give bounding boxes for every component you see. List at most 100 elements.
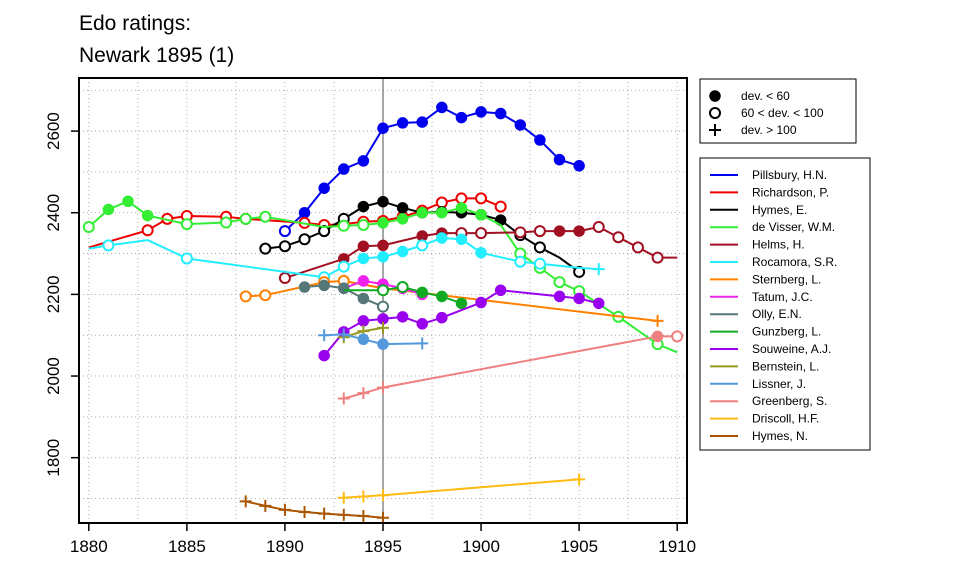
series-souweine-a-j xyxy=(318,284,605,362)
data-point xyxy=(377,321,389,334)
data-point xyxy=(298,505,311,518)
data-point xyxy=(671,330,684,343)
series-layer xyxy=(82,101,684,524)
series-rocamora-s-r xyxy=(88,232,605,284)
data-point xyxy=(357,387,370,400)
data-point xyxy=(573,160,585,172)
data-point xyxy=(239,290,252,303)
data-point xyxy=(475,246,487,259)
data-point xyxy=(377,217,389,229)
data-point xyxy=(357,333,370,346)
series-lissner-j xyxy=(318,328,429,350)
data-point xyxy=(357,240,370,252)
data-point xyxy=(396,281,409,294)
x-tick-label: 1905 xyxy=(560,537,598,556)
data-point xyxy=(436,206,448,219)
data-point xyxy=(436,232,448,244)
legend-label: Greenberg, S. xyxy=(752,394,827,408)
data-point xyxy=(514,255,527,268)
data-point xyxy=(592,263,605,276)
x-tick-label: 1900 xyxy=(462,537,500,556)
data-point xyxy=(475,192,488,205)
data-point xyxy=(631,241,644,254)
legend-label: Olly, E.N. xyxy=(752,307,802,321)
data-point xyxy=(377,489,389,502)
legend-label: Tatum, J.C. xyxy=(752,290,813,304)
data-point xyxy=(377,511,389,524)
data-point xyxy=(416,337,429,350)
data-point xyxy=(318,507,331,520)
marker-legend-label: dev. < 60 xyxy=(741,89,790,103)
data-point xyxy=(377,122,389,134)
series-legend: Pillsbury, H.N. Richardson, P. Hymes, E. de… xyxy=(699,157,871,451)
data-point xyxy=(494,200,507,213)
data-point xyxy=(377,338,389,350)
data-point xyxy=(377,239,389,252)
data-point xyxy=(141,224,154,237)
series-line xyxy=(343,478,580,499)
data-point xyxy=(338,282,350,295)
marker-legend-label: 60 < dev. < 100 xyxy=(741,106,824,120)
data-point xyxy=(318,329,331,342)
data-point xyxy=(377,381,389,394)
data-point xyxy=(357,252,370,265)
data-point xyxy=(357,200,370,213)
legend-label: Pillsbury, H.N. xyxy=(752,168,827,182)
data-point xyxy=(475,209,487,221)
series-line xyxy=(343,335,678,400)
marker-legend-symbol xyxy=(709,124,721,136)
data-point xyxy=(357,315,370,327)
data-point xyxy=(377,195,389,208)
marker-legend-label: dev. > 100 xyxy=(741,123,797,137)
data-point xyxy=(298,233,311,246)
chart-title: Edo ratings: xyxy=(79,12,191,35)
chart-subtitle: Newark 1895 (1) xyxy=(79,44,234,67)
data-point xyxy=(180,252,193,265)
data-point xyxy=(357,510,370,523)
data-point xyxy=(141,209,154,222)
legend-label: Lissner, J. xyxy=(752,377,806,391)
data-point xyxy=(396,117,409,129)
legend-label: Gunzberg, L. xyxy=(752,325,821,339)
data-point xyxy=(475,296,487,309)
marker-legend-symbol xyxy=(709,107,721,119)
data-point xyxy=(377,284,389,297)
marker-legend-box xyxy=(699,78,857,144)
series-helms-h xyxy=(278,221,678,285)
data-point xyxy=(337,392,350,405)
data-point xyxy=(651,314,664,327)
data-point xyxy=(573,292,585,305)
data-point xyxy=(102,239,115,252)
data-point xyxy=(553,153,566,166)
data-point xyxy=(455,192,468,205)
data-point xyxy=(455,111,468,124)
axes: 1880 1885 1890 1895 1900 1905 1910 1800 2000 2200… xyxy=(44,112,696,556)
data-point xyxy=(436,290,448,303)
data-point xyxy=(278,272,291,285)
legend-label: de Visser, W.M. xyxy=(752,220,835,234)
data-point xyxy=(612,231,625,244)
data-point xyxy=(298,206,311,219)
data-point xyxy=(455,233,468,246)
data-point xyxy=(396,245,409,258)
data-point xyxy=(357,292,370,305)
marker-legend-symbol xyxy=(709,90,721,102)
legend-label: Rocamora, S.R. xyxy=(752,255,837,269)
data-point xyxy=(337,491,350,504)
y-tick-label: 2000 xyxy=(44,357,63,395)
data-point xyxy=(337,260,350,273)
data-point xyxy=(337,219,350,232)
data-point xyxy=(396,202,409,214)
legend-label: Sternberg, L. xyxy=(752,272,821,286)
data-point xyxy=(220,216,233,229)
series-olly-e-n xyxy=(298,279,389,313)
data-point xyxy=(651,330,664,343)
data-point xyxy=(298,281,311,293)
data-point xyxy=(436,101,448,114)
data-point xyxy=(239,495,252,508)
data-point xyxy=(475,106,487,118)
data-point xyxy=(514,119,527,131)
data-point xyxy=(494,284,507,297)
data-point xyxy=(396,213,409,225)
